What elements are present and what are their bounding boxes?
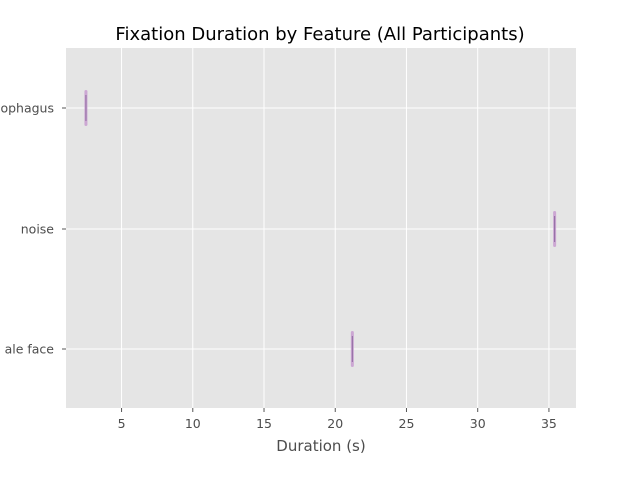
x-tick-label: 10 [185, 416, 201, 431]
grid-lines [66, 48, 576, 408]
plot-area [66, 48, 576, 408]
x-tick-label: 30 [470, 416, 486, 431]
y-tick-label: ale face [5, 342, 55, 357]
x-tick-label: 20 [327, 416, 343, 431]
x-tick-label: 35 [541, 416, 557, 431]
x-tick-label: 5 [118, 416, 126, 431]
chart-title: Fixation Duration by Feature (All Partic… [115, 24, 524, 45]
y-tick-label: ophagus [0, 101, 54, 116]
violin-marks [84, 90, 557, 367]
x-tick-label: 25 [399, 416, 415, 431]
x-axis-label: Duration (s) [276, 437, 365, 455]
x-axis-ticks: 5 10 15 20 25 30 35 [118, 408, 557, 431]
y-axis-ticks: ophagus noise ale face [0, 101, 66, 357]
x-tick-label: 15 [256, 416, 272, 431]
y-tick-label: noise [21, 222, 55, 237]
